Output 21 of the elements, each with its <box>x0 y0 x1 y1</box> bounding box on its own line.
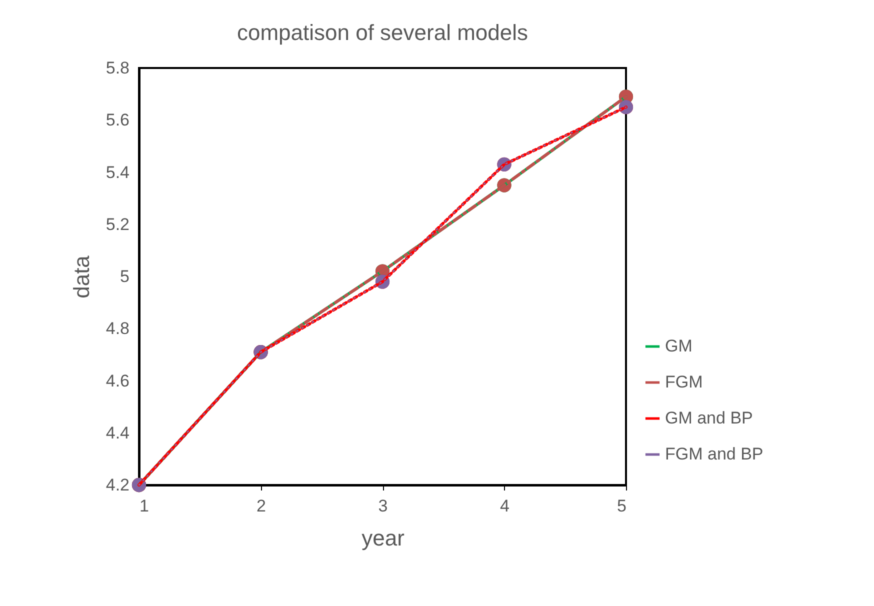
y-tick-label: 5 <box>120 267 130 286</box>
chart-title: compatison of several models <box>236 20 528 45</box>
x-tick-label: 5 <box>617 496 626 516</box>
y-tick-label: 4.6 <box>106 371 130 390</box>
y-tick-label: 5.2 <box>106 214 130 234</box>
y-tick-label: 4.2 <box>106 476 130 494</box>
x-tick-label: 2 <box>256 496 266 516</box>
y-axis-title: data <box>68 254 94 298</box>
legend-label: FGM <box>665 372 703 392</box>
x-axis-title: year <box>362 526 404 550</box>
legend-label: FGM and BP <box>665 444 764 464</box>
y-tick-label: 5.6 <box>106 110 130 130</box>
y-tick-label: 4.8 <box>106 319 130 338</box>
x-tick-label: 3 <box>378 496 388 516</box>
y-tick-label: 4.4 <box>106 423 130 442</box>
legend-label: GM and BP <box>665 408 753 428</box>
legend-label: GM <box>665 336 692 356</box>
y-tick-label: 5.4 <box>106 162 130 182</box>
y-tick-label: 5.8 <box>106 58 130 78</box>
x-tick-label: 4 <box>500 496 510 516</box>
x-tick-label: 1 <box>140 496 149 516</box>
